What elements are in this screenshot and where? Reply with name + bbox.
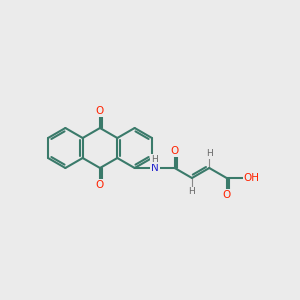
Text: O: O [96, 180, 104, 190]
Text: H: H [189, 188, 195, 196]
Text: OH: OH [244, 173, 260, 183]
Text: H: H [151, 154, 158, 164]
Text: O: O [170, 146, 179, 156]
Text: O: O [96, 106, 104, 116]
Text: H: H [206, 149, 213, 158]
Text: N: N [151, 163, 158, 173]
Text: O: O [223, 190, 231, 200]
